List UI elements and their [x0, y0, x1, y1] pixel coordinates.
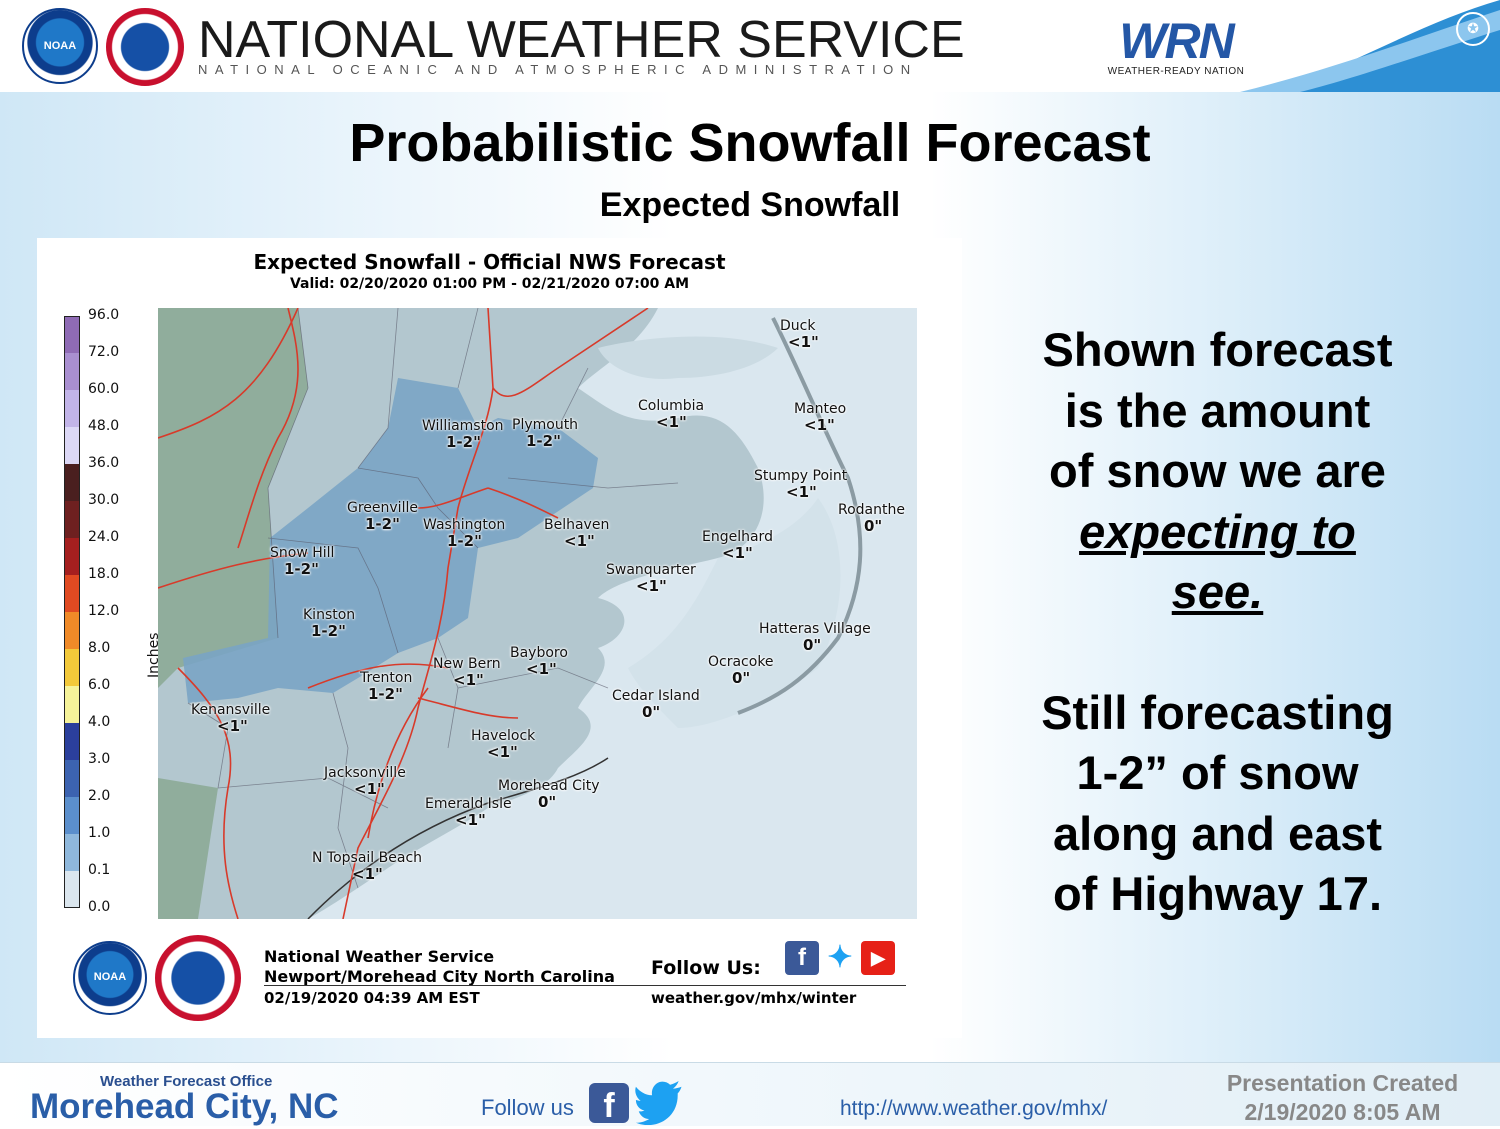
place-label: Snow Hill 1-2" [270, 545, 335, 578]
albemarle-sound [598, 336, 778, 379]
graphic-footer: NOAA National Weather Service Newport/Mo… [37, 933, 962, 1038]
highway-lines [158, 308, 649, 919]
weather-ready-nation-logo: WRN WEATHER-READY NATION [1107, 13, 1245, 77]
place-label: Hatteras Village 0" [759, 621, 871, 654]
twitter-icon[interactable] [634, 1081, 684, 1125]
place-label: Rodanthe 0" [838, 502, 905, 535]
twitter-icon[interactable]: ✦ [827, 941, 853, 974]
nws-logo [155, 935, 241, 1021]
place-label: Washington 1-2" [423, 517, 506, 550]
office-location: Newport/Morehead City North Carolina [264, 967, 615, 986]
footer-divider [264, 985, 906, 986]
noaa-logo: NOAA [22, 8, 98, 84]
place-label: Kenansville <1" [191, 702, 271, 735]
legend-tick-label: 4.0 [88, 714, 111, 730]
nws-logo [106, 8, 184, 86]
legend-tick-label: 12.0 [88, 603, 120, 619]
pamlico-sound [628, 498, 841, 728]
legend-tick-label: 8.0 [88, 640, 111, 656]
snowfall-map[interactable]: Duck <1" Columbia <1" Manteo <1" Williamsto… [158, 308, 917, 919]
place-label: Plymouth 1-2" [512, 417, 579, 450]
place-label: Emerald Isle <1" [425, 796, 512, 829]
slide-title: Probabilistic Snowfall Forecast [349, 113, 1151, 173]
legend-tick-label: 6.0 [88, 677, 111, 693]
map-drawing [158, 308, 917, 919]
forecast-explanation: Shown forecast is the amount of snow we … [1041, 323, 1394, 920]
legend-tick-label: 24.0 [88, 529, 120, 545]
snowfall-legend: Inches 96.0 72.0 60.0 48.0 36.0 30.0 24.0 18.0 1… [64, 307, 162, 915]
youtube-icon[interactable]: ▶ [861, 941, 895, 975]
legend-tick-label: 96.0 [88, 307, 120, 323]
noaa-logo: NOAA [73, 941, 147, 1015]
office-name: National Weather Service [264, 947, 495, 966]
place-label: Manteo <1" [794, 401, 847, 434]
legend-tick-label: 30.0 [88, 492, 120, 508]
place-label: Engelhard <1" [702, 529, 773, 562]
place-label: Jacksonville <1" [324, 765, 406, 798]
snow-1-2-inch-region [183, 378, 598, 703]
agency-title: NATIONAL WEATHER SERVICE [198, 11, 965, 69]
legend-tick-label: 0.0 [88, 899, 111, 915]
agency-subtitle: NATIONAL OCEANIC AND ATMOSPHERIC ADMINIS… [198, 62, 918, 77]
place-label: Greenville 1-2" [347, 500, 418, 533]
legend-tick-label: 18.0 [88, 566, 120, 582]
place-label: Belhaven <1" [544, 517, 610, 550]
slide-footer: Weather Forecast Office Morehead City, N… [0, 1062, 1500, 1126]
winter-url-link[interactable]: weather.gov/mhx/winter [651, 989, 857, 1007]
presentation-created: Presentation Created 2/19/2020 8:05 AM [1226, 1070, 1459, 1125]
legend-tick-label: 60.0 [88, 381, 120, 397]
legend-tick-label: 1.0 [88, 825, 111, 841]
place-label: Havelock <1" [471, 728, 536, 761]
slide-subtitle: Expected Snowfall [599, 186, 901, 224]
social-icons: f ✦ ▶ [785, 941, 897, 977]
place-label: Trenton 1-2" [360, 670, 413, 703]
place-label: Bayboro <1" [510, 645, 568, 678]
outer-banks [737, 317, 863, 715]
place-label: Swanquarter <1" [606, 562, 696, 595]
place-label: Morehead City 0" [498, 778, 600, 811]
place-label: Williamston 1-2" [422, 418, 504, 451]
place-label: N Topsail Beach <1" [312, 850, 423, 883]
facebook-icon[interactable]: f [589, 1083, 629, 1125]
place-label: Duck <1" [780, 318, 819, 351]
snowfall-forecast-graphic: Expected Snowfall - Official NWS Forecas… [37, 238, 962, 1038]
place-label: Kinston 1-2" [303, 607, 356, 640]
wfo-label: Weather Forecast Office [100, 1073, 273, 1090]
place-label: New Bern <1" [433, 656, 501, 689]
facebook-icon[interactable]: f [785, 941, 819, 975]
issued-time: 02/19/2020 04:39 AM EST [264, 989, 480, 1007]
header-swoosh-decoration [1240, 0, 1500, 92]
legend-bar-outline [64, 316, 80, 908]
map-title: Expected Snowfall - Official NWS Forecas… [253, 250, 726, 274]
header-banner: NOAA NATIONAL WEATHER SERVICE NATIONAL O… [0, 0, 1500, 92]
legend-tick-label: 3.0 [88, 751, 111, 767]
office-url-link[interactable]: http://www.weather.gov/mhx/ [840, 1097, 1108, 1120]
legend-tick-label: 36.0 [88, 455, 120, 471]
legend-tick-label: 0.1 [88, 862, 111, 878]
commerce-seal-icon: ✪ [1456, 12, 1490, 46]
legend-tick-label: 48.0 [88, 418, 120, 434]
follow-label: Follow Us: [651, 957, 761, 979]
county-borders [187, 308, 679, 889]
place-label: Ocracoke 0" [708, 654, 774, 687]
wfo-name: Morehead City, NC [30, 1087, 339, 1126]
follow-us-label: Follow us [481, 1095, 574, 1120]
place-label: Stumpy Point <1" [754, 468, 848, 501]
place-label: Cedar Island 0" [612, 688, 700, 721]
place-label: Columbia <1" [638, 398, 705, 431]
legend-tick-label: 2.0 [88, 788, 111, 804]
map-valid-period: Valid: 02/20/2020 01:00 PM - 02/21/2020 … [289, 276, 690, 292]
southwest-counties [158, 778, 218, 919]
legend-tick-label: 72.0 [88, 344, 120, 360]
